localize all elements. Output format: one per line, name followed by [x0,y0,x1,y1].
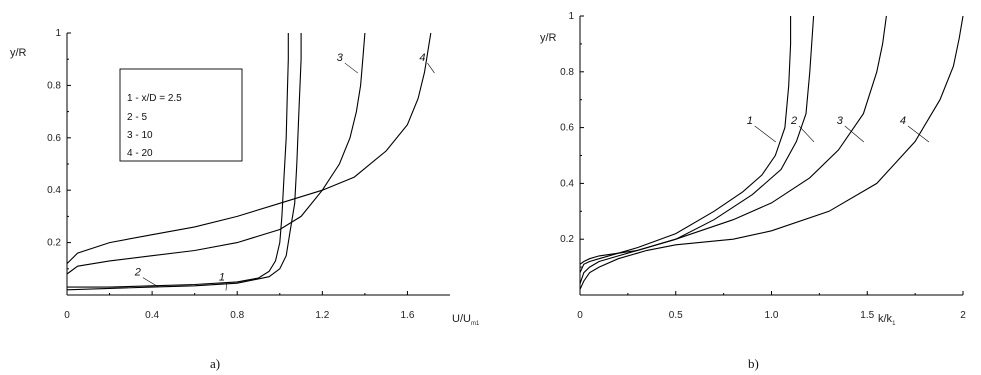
curve-label-leader [844,125,865,143]
x-tick-label: 0.5 [669,310,683,321]
x-axis-label-a: U/Um1 [452,313,480,327]
x-tick-label: 1.2 [315,310,329,321]
y-tick-label: 0.6 [47,133,61,144]
series-3-line [579,15,887,284]
panel-a: y/R U/Um1 a) 1 - x/D = 2.5 2 - 5 3 - 10 … [10,28,480,371]
panel-label-b: b) [748,356,759,371]
series-1-line [579,16,792,273]
y-tick-label: 1 [55,28,61,39]
x-tick-label: 0 [577,310,583,321]
x-tick-label: 0 [64,310,70,321]
x-tick-label: 0.4 [145,310,159,321]
curve-label-leader [754,125,776,143]
y-tick-label: 1 [568,11,574,22]
curve-label-leader [427,62,435,74]
legend-entry-4: 4 - 20 [127,148,153,159]
x-tick-label: 1.5 [860,310,874,321]
y-tick-label: 0.8 [47,80,61,91]
legend-box [119,68,243,162]
curve-label-leader [142,277,159,287]
y-tick-label: 0.6 [560,123,574,134]
x-axis-label-b: k/k1 [878,313,896,327]
curve-label-1: 1 [219,272,225,284]
y-tick-label: 0.4 [47,185,61,196]
curve-label-2: 2 [134,267,141,279]
curve-label-leader [907,125,930,143]
series-4-line [66,32,432,264]
y-tick-label: 0.8 [560,67,574,78]
y-tick-label: 0.2 [47,238,61,249]
legend-entry-2: 2 - 5 [127,112,147,123]
series-2-line [66,33,302,291]
curve-label-3: 3 [837,115,844,127]
curve-label-leader [344,62,359,74]
y-axis-label-b: y/R [540,32,557,44]
curve-label-1: 1 [747,115,753,127]
y-tick-label: 0.2 [560,234,574,245]
series-3-line [66,32,366,275]
x-tick-label: 0.8 [230,310,244,321]
curve-label-2: 2 [790,115,797,127]
curve-label-leader [798,125,815,143]
x-tick-label: 2 [960,310,966,321]
y-axis-label-a: y/R [10,47,27,59]
x-tick-label: 1.6 [400,310,414,321]
series-4-line [579,15,964,290]
curve-label-3: 3 [337,52,344,64]
panel-label-a: a) [210,356,220,371]
y-tick-label: 0.4 [560,178,574,189]
legend-entry-3: 3 - 10 [127,130,153,141]
curve-label-4: 4 [419,52,425,64]
x-tick-label: 1.0 [765,310,779,321]
series-2-line [579,15,815,265]
legend-a: 1 - x/D = 2.5 2 - 5 3 - 10 4 - 20 [119,68,243,162]
panel-b: y/R k/k1 b) 0 0.5 1.0 1.5 2 0.2 0.4 0.6 0.8 1 1 2 3 4 [540,11,966,371]
legend-entry-1: 1 - x/D = 2.5 [127,93,182,104]
series-1-line [67,33,289,288]
curve-label-4: 4 [900,115,906,127]
curve-label-leader [225,282,228,291]
